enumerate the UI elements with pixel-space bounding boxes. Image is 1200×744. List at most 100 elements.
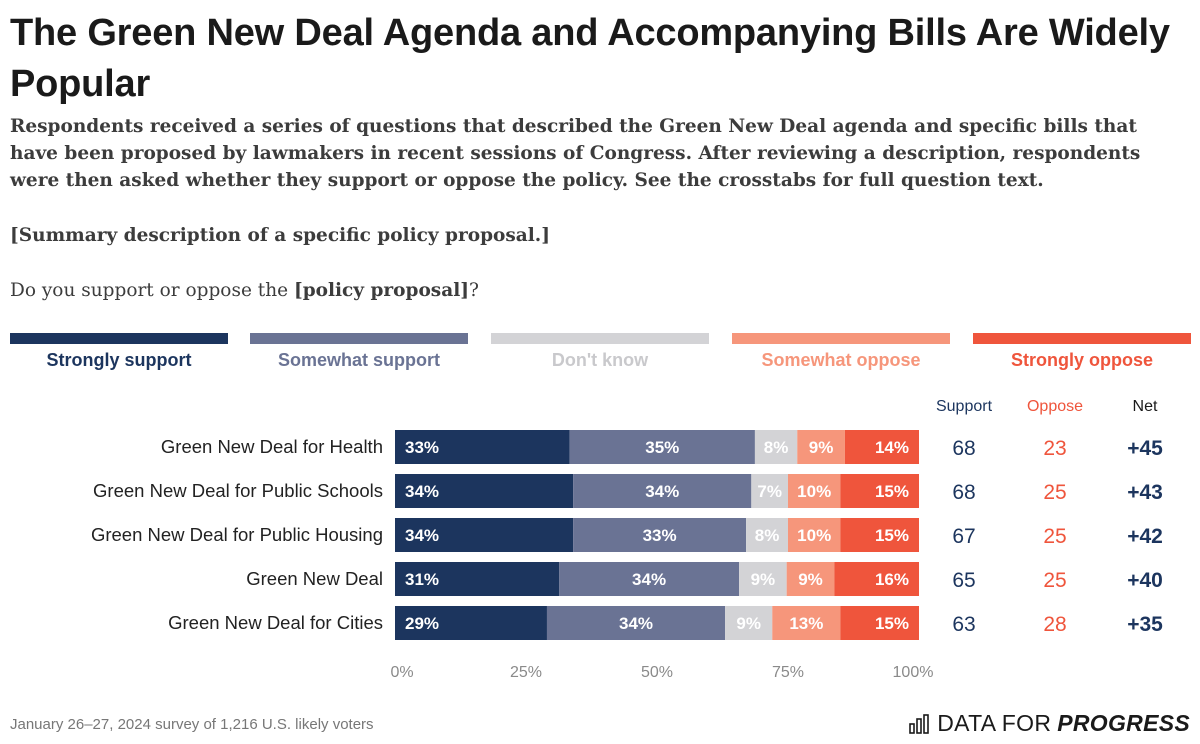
- data-label: 14%: [875, 438, 909, 457]
- category-label: Green New Deal for Public Housing: [91, 524, 383, 545]
- data-label: 15%: [875, 614, 909, 633]
- legend-item-don-t-know: Don't know: [491, 333, 709, 371]
- bar-segment-strongly-oppose: [844, 430, 919, 464]
- support-value: 65: [952, 569, 975, 592]
- bar-segment-somewhat-oppose: [788, 518, 841, 552]
- data-label: 34%: [405, 482, 439, 501]
- bar-chart-logo-icon: [909, 713, 930, 734]
- oppose-value: 25: [1043, 481, 1066, 504]
- data-label: 15%: [875, 526, 909, 545]
- data-label: 13%: [789, 614, 823, 633]
- data-label: 8%: [755, 526, 780, 545]
- column-header-net: Net: [1133, 398, 1158, 415]
- question-prefix: Do you support or oppose the: [10, 280, 294, 301]
- legend-swatch: [491, 333, 709, 344]
- data-label: 35%: [645, 438, 679, 457]
- support-value: 63: [952, 613, 975, 636]
- net-value: +40: [1127, 569, 1163, 592]
- bar-segment-strongly-support: [395, 430, 570, 464]
- bar-segment-somewhat-support: [573, 518, 747, 552]
- support-value: 68: [952, 481, 975, 504]
- oppose-value: 25: [1043, 569, 1066, 592]
- data-label: 15%: [875, 482, 909, 501]
- legend-label: Don't know: [551, 350, 649, 370]
- legend-label: Strongly support: [46, 350, 192, 370]
- support-value: 67: [952, 525, 975, 548]
- data-label: 33%: [405, 438, 439, 457]
- legend-item-somewhat-oppose: Somewhat oppose: [732, 333, 950, 371]
- bar-segment-somewhat-support: [573, 474, 752, 508]
- data-label: 10%: [797, 482, 831, 501]
- bar-segment-strongly-support: [395, 474, 574, 508]
- survey-question: Do you support or oppose the [policy pro…: [10, 280, 479, 301]
- legend-label: Somewhat support: [277, 350, 440, 370]
- oppose-value: 23: [1043, 437, 1066, 460]
- bar-segment-strongly-oppose: [840, 518, 919, 552]
- legend-label: Somewhat oppose: [761, 350, 921, 370]
- question-suffix: ?: [468, 280, 479, 301]
- category-label: Green New Deal for Cities: [168, 612, 383, 633]
- data-label: 34%: [645, 482, 679, 501]
- oppose-value: 28: [1043, 613, 1066, 636]
- legend-swatch: [732, 333, 950, 344]
- bar-segment-somewhat-support: [569, 430, 755, 464]
- chart-description: Respondents received a series of questio…: [10, 116, 1141, 191]
- category-label: Green New Deal for Public Schools: [93, 480, 383, 501]
- x-tick-label: 25%: [510, 664, 542, 681]
- bar-segment-somewhat-oppose: [788, 474, 841, 508]
- category-label: Green New Deal: [246, 568, 383, 589]
- data-label: 8%: [764, 438, 789, 457]
- data-label: 10%: [797, 526, 831, 545]
- net-value: +42: [1127, 525, 1163, 548]
- chart-title: The Green New Deal Agenda and Accompanyi…: [10, 12, 1170, 105]
- bar-segment-strongly-support: [395, 562, 560, 596]
- legend-item-strongly-support: Strongly support: [10, 333, 228, 371]
- data-label: 16%: [875, 570, 909, 589]
- data-label: 34%: [405, 526, 439, 545]
- summary-placeholder: [Summary description of a specific polic…: [10, 225, 550, 246]
- legend-swatch: [973, 333, 1191, 344]
- x-tick-label: 50%: [641, 664, 673, 681]
- bar-segment-somewhat-support: [546, 606, 726, 640]
- chart-legend: Strongly support Somewhat support Don't kn…: [10, 333, 1192, 373]
- brand-logo: DATA FOR PROGRESS: [909, 710, 1190, 737]
- data-label: 31%: [405, 570, 439, 589]
- data-label: 9%: [798, 570, 823, 589]
- column-header-oppose: Oppose: [1027, 398, 1083, 415]
- legend-item-strongly-oppose: Strongly oppose: [973, 333, 1191, 371]
- bar-segment-don-t-know: [739, 562, 787, 596]
- net-value: +45: [1127, 437, 1163, 460]
- bar-segment-somewhat-oppose: [786, 562, 835, 596]
- data-label: 29%: [405, 614, 439, 633]
- data-label: 9%: [751, 570, 776, 589]
- brand-bold: PROGRESS: [1057, 710, 1190, 736]
- bar-segment-don-t-know: [751, 474, 788, 508]
- data-label: 33%: [643, 526, 677, 545]
- x-tick-label: 100%: [893, 664, 934, 681]
- legend-swatch: [10, 333, 228, 344]
- data-label: 9%: [809, 438, 834, 457]
- bar-segment-don-t-know: [725, 606, 773, 640]
- bar-segment-somewhat-oppose: [797, 430, 845, 464]
- bar-segment-strongly-oppose: [834, 562, 919, 596]
- bar-segment-don-t-know: [754, 430, 798, 464]
- legend-label: Strongly oppose: [1010, 350, 1153, 370]
- bar-segment-strongly-support: [395, 606, 547, 640]
- oppose-value: 25: [1043, 525, 1066, 548]
- brand-prefix: DATA FOR: [937, 710, 1052, 736]
- bar-segment-strongly-oppose: [840, 474, 919, 508]
- bar-segment-somewhat-oppose: [772, 606, 841, 640]
- data-label: 9%: [736, 614, 761, 633]
- bar-segment-strongly-support: [395, 518, 574, 552]
- legend-swatch: [250, 333, 468, 344]
- support-value: 68: [952, 437, 975, 460]
- bar-segment-strongly-oppose: [840, 606, 919, 640]
- data-label: 34%: [619, 614, 653, 633]
- bar-segment-somewhat-support: [559, 562, 740, 596]
- bar-segment-don-t-know: [746, 518, 788, 552]
- question-bold: [policy proposal]: [293, 280, 469, 301]
- net-value: +43: [1127, 481, 1163, 504]
- legend-item-somewhat-support: Somewhat support: [250, 333, 468, 371]
- data-label: 34%: [632, 570, 666, 589]
